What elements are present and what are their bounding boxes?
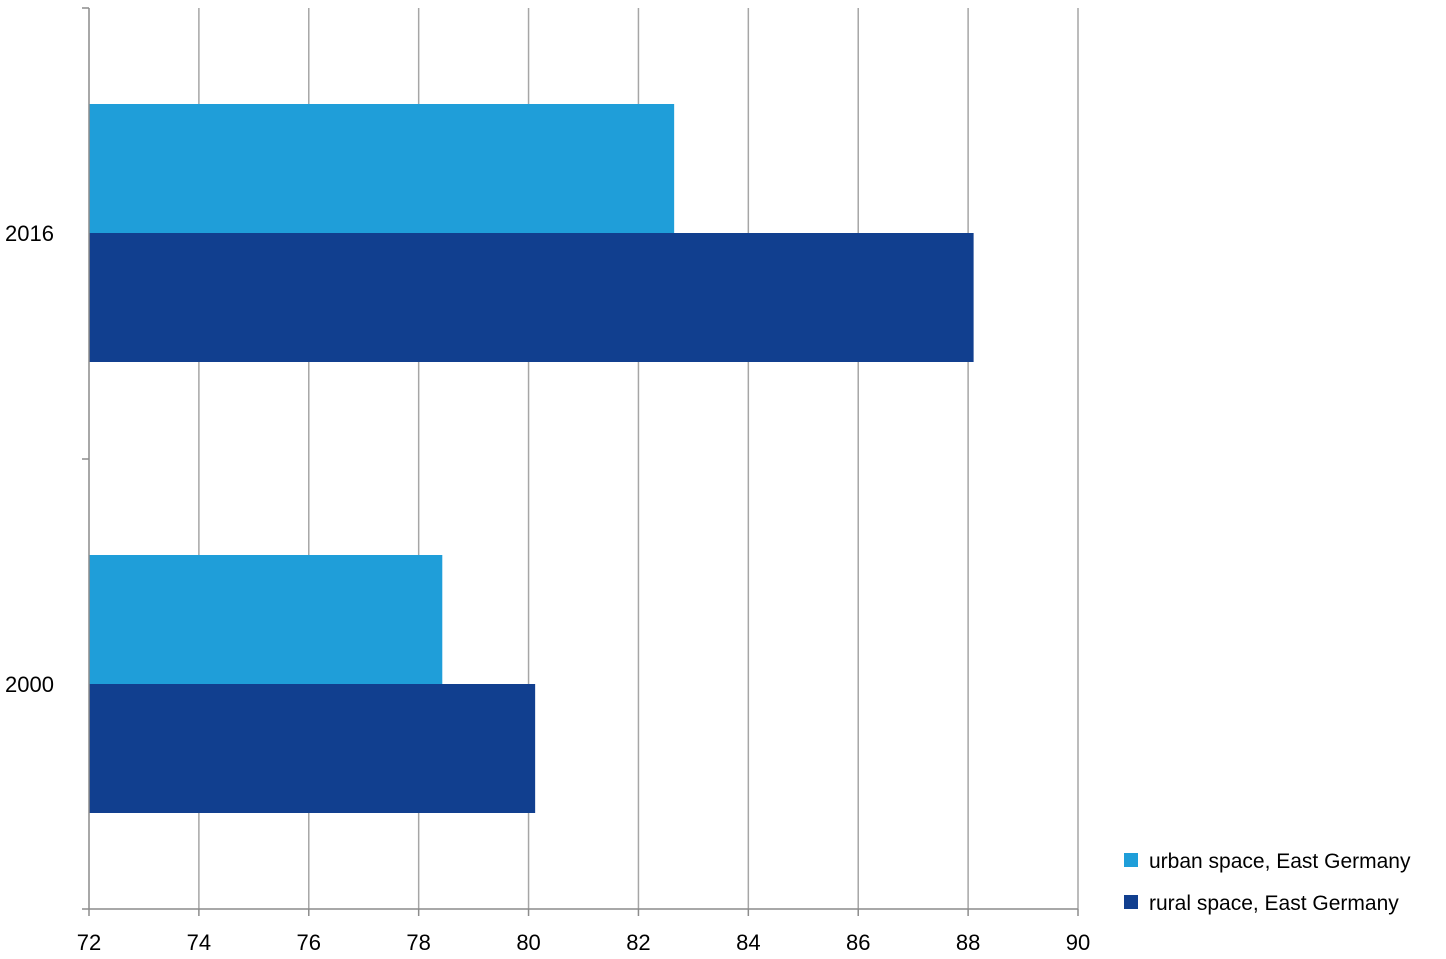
- bars: [89, 104, 974, 813]
- tick-labels: 72 74 76 78 80 82 84 86 88 90 2016 2000: [5, 221, 1090, 955]
- legend-swatch-urban: [1124, 853, 1138, 867]
- x-tick-label-82: 82: [626, 930, 650, 955]
- category-label-2016: 2016: [5, 221, 54, 246]
- x-tick-label-88: 88: [956, 930, 980, 955]
- x-tick-label-72: 72: [77, 930, 101, 955]
- x-tick-label-84: 84: [736, 930, 760, 955]
- legend-label-rural: rural space, East Germany: [1149, 892, 1399, 915]
- x-tick-label-76: 76: [297, 930, 321, 955]
- bar-2016-rural: [89, 233, 974, 362]
- bar-2016-urban: [89, 104, 675, 233]
- legend-swatch-rural: [1124, 895, 1138, 909]
- category-label-2000: 2000: [5, 672, 54, 697]
- bar-2000-urban: [89, 555, 443, 684]
- x-tick-label-74: 74: [187, 930, 211, 955]
- legend: urban space, East Germany rural space, Ea…: [1124, 850, 1411, 915]
- x-tick-label-90: 90: [1066, 930, 1090, 955]
- x-tick-label-78: 78: [406, 930, 430, 955]
- legend-label-urban: urban space, East Germany: [1149, 850, 1411, 873]
- x-tick-label-86: 86: [846, 930, 870, 955]
- bar-2000-rural: [89, 684, 536, 813]
- x-tick-label-80: 80: [516, 930, 540, 955]
- axes: [82, 7, 1079, 916]
